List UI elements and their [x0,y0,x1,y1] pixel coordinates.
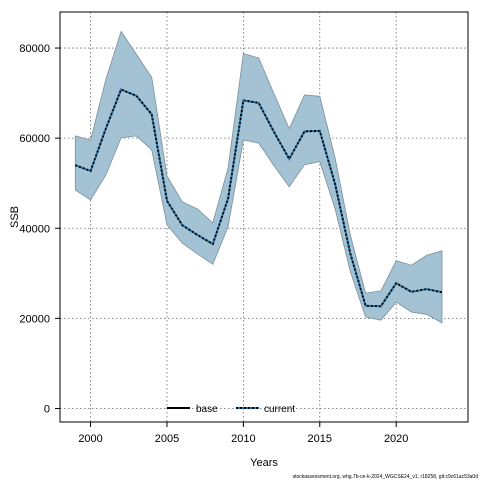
footnote: stockassessment.org, whg.7b-ce-k-2024_WG… [293,474,479,480]
series-line-current-overlay [74,88,443,308]
x-axis-title: Years [250,457,278,469]
y-tick-label-60000: 60000 [19,133,50,145]
y-axis-title: SSB [9,206,21,228]
series-lines [74,88,443,308]
y-tick-label-80000: 80000 [19,43,50,55]
legend-label-base: base [196,404,218,415]
y-tick-label-0: 0 [44,403,50,415]
y-axis-ticks: 0 20000 40000 60000 80000 [19,43,60,415]
plot-frame [59,11,469,423]
x-tick-label-2015: 2015 [308,433,332,445]
y-tick-label-20000: 20000 [19,313,50,325]
x-tick-label-2020: 2020 [384,433,408,445]
x-tick-label-2005: 2005 [155,433,179,445]
y-tick-label-40000: 40000 [19,223,50,235]
legend: base current [167,404,295,415]
x-axis-ticks: 2000 2005 2010 2015 2020 [78,422,408,445]
x-tick-label-2010: 2010 [231,433,255,445]
x-tick-label-2000: 2000 [78,433,102,445]
legend-label-current: current [264,404,295,415]
